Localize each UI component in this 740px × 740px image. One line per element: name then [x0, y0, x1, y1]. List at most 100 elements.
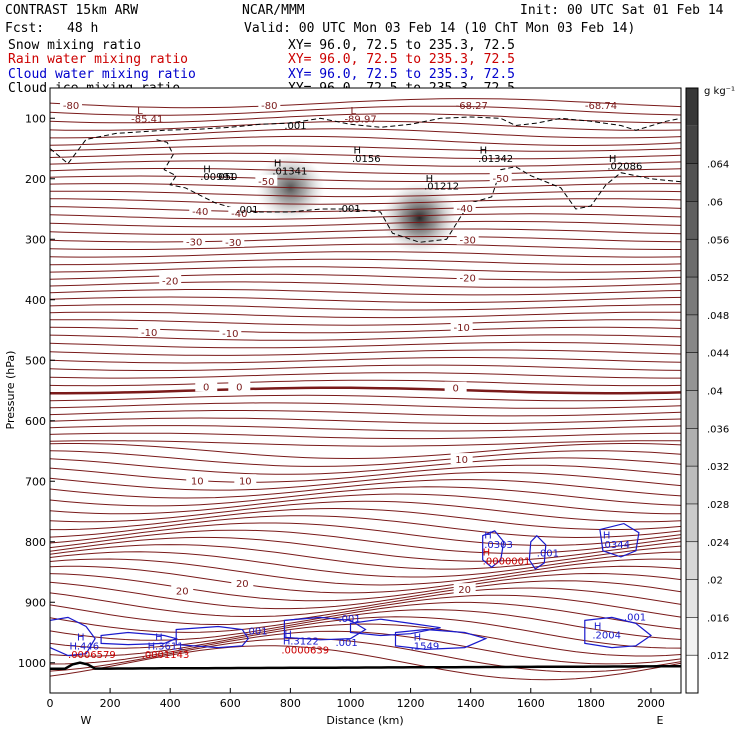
field-extremum-label: H [603, 531, 611, 542]
field-extremum-label: .001 [338, 204, 360, 215]
isotherm-line-65 [50, 580, 681, 610]
isotherm-line-25 [50, 289, 681, 296]
field-extremum-label: -85.41 [131, 114, 163, 125]
colorbar-swatch [686, 239, 698, 278]
isotherm-line-73 [50, 637, 681, 673]
isotherm-line-4 [50, 128, 681, 139]
isotherm-line-58 [50, 529, 681, 554]
colorbar-tick-label: .048 [707, 311, 729, 322]
field-extremum-label: 050 [218, 172, 237, 183]
isotherm-label-bg [186, 474, 209, 486]
field-extremum-label: L [137, 106, 143, 117]
colorbar-swatch [686, 579, 698, 618]
field-extremum-label: .0001143 [142, 650, 190, 661]
colorbar-tick-label: .056 [707, 235, 729, 246]
x-tick-label: 2000 [637, 697, 665, 710]
y-tick-label: 600 [25, 415, 46, 428]
isotherm-label-bg [138, 326, 161, 338]
cloud-water-contour-7 [482, 530, 505, 568]
field-extremum-label: .001 [284, 121, 306, 132]
field-extremum-label: H [284, 629, 292, 640]
isotherm-line-37 [50, 379, 681, 387]
y-tick-label: 500 [25, 354, 46, 367]
isotherm-label-bg [189, 205, 212, 217]
isotherm-line-72 [50, 630, 681, 665]
isotherm-line-5 [50, 135, 681, 147]
isotherm-line-38 [50, 386, 681, 395]
isotherm-line-61 [50, 551, 681, 578]
isotherm-label-bg [234, 474, 257, 486]
isotherm-label: 10 [239, 476, 252, 487]
colorbar-swatch [686, 88, 698, 126]
field-extremum-label: .01212 [424, 182, 459, 193]
isotherm-label-bg [453, 202, 476, 213]
cloud-ice-contour-bottom [155, 138, 681, 243]
isotherm-line-20 [50, 251, 681, 258]
isotherm-line-3 [50, 120, 681, 131]
isotherm-label: -40 [456, 204, 472, 215]
isotherm-label-bg [453, 583, 476, 595]
isotherm-line-66 [50, 587, 681, 617]
y-tick-label: 700 [25, 475, 46, 488]
colorbar-tick-label: .028 [707, 500, 729, 511]
isotherm-label: -20 [459, 274, 475, 285]
colorbar-swatch [686, 655, 698, 693]
field-name-rain: Rain water mixing ratio [8, 52, 188, 67]
field-extremum-label: H [594, 621, 602, 632]
isotherm-line-27 [50, 304, 681, 311]
isotherm-label-bg [60, 99, 83, 111]
colorbar-tick-label: .036 [707, 424, 729, 435]
isotherm-line-68 [50, 601, 681, 633]
isotherm-label: -30 [225, 238, 241, 249]
field-extremum-label: .01341 [272, 167, 307, 178]
cloud-water-contour-5 [394, 628, 488, 651]
field-extremum-label: .001 [537, 548, 559, 559]
isotherm-label-bg [444, 381, 467, 393]
field-extremum-label: .001 [236, 205, 258, 216]
field-xy-cloud-water: XY= 96.0, 72.5 to 235.3, 72.5 [288, 67, 515, 82]
field-extremum-label: H [77, 632, 85, 643]
field-extremum-label: .001 [338, 614, 360, 625]
colorbar-tick-label: .052 [707, 273, 729, 284]
colorbar-unit: g kg⁻¹ [704, 86, 735, 97]
x-tick-label: 400 [160, 697, 181, 710]
isotherm-label: -30 [186, 237, 202, 248]
cloud-water-contour-0 [50, 616, 96, 657]
isotherm-line-51 [50, 479, 681, 499]
field-extremum-label: H [609, 154, 617, 165]
isotherm-line-23 [50, 273, 681, 281]
isotherm-label-bg [228, 206, 251, 218]
isotherm-label-bg [456, 233, 479, 245]
isotherm-line-60 [50, 544, 681, 570]
field-name-cloud-water: Cloud water mixing ratio [8, 67, 196, 82]
field-extremum-label: H.3122 [283, 637, 319, 648]
field-extremum-label: .0344 [601, 540, 630, 551]
isotherm-line-57 [50, 522, 681, 546]
isotherm-line-41 [50, 410, 681, 417]
isotherm-label: -40 [231, 209, 247, 220]
x-end-label-east: E [657, 714, 664, 727]
isotherm-line-12 [50, 190, 681, 198]
field-extremum-label: H.3611 [148, 641, 184, 652]
colorbar-tick-label: .012 [707, 651, 729, 662]
isotherm-line-52 [50, 486, 681, 507]
isotherm-label: 10 [455, 455, 468, 466]
isotherm-line-54 [50, 500, 681, 523]
isotherm-line-59 [50, 536, 681, 562]
x-tick-label: 600 [220, 697, 241, 710]
isotherm-line-31 [50, 334, 681, 341]
cloud-water-contour-1 [100, 631, 179, 646]
colorbar-swatch [686, 466, 698, 504]
x-tick-label: 1000 [336, 697, 364, 710]
isotherm-label-bg [255, 174, 278, 186]
field-extremum-label: .1549 [411, 641, 440, 652]
x-tick-label: 1600 [517, 697, 545, 710]
field-extremum-label: -89.97 [344, 114, 376, 125]
x-tick-label: 0 [47, 697, 54, 710]
isotherm-line-42 [50, 417, 681, 425]
colorbar-swatch [686, 503, 698, 542]
colorbar-swatch [686, 277, 698, 315]
field-extremum-label: .2004 [592, 631, 621, 642]
x-tick-label: 200 [100, 697, 121, 710]
isotherm-line-62 [50, 558, 681, 586]
